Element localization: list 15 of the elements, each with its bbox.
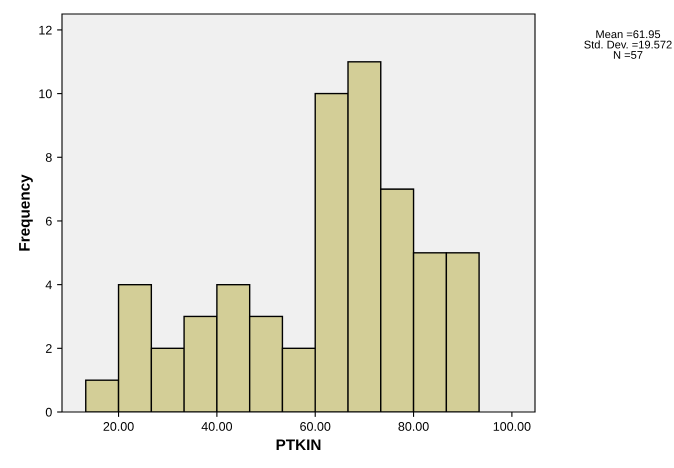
x-tick-label: 60.00 <box>300 422 330 431</box>
x-tick-label: 20.00 <box>104 422 134 431</box>
y-tick-label: 2 <box>46 344 52 353</box>
y-tick-label: 8 <box>46 153 52 162</box>
x-tick-label: 100.00 <box>494 422 531 431</box>
x-tick-label: 40.00 <box>202 422 232 431</box>
text: Mean =61.95 Std. Dev. =19.572 N =57 <box>584 30 672 59</box>
y-axis-title: Frequency <box>19 174 33 251</box>
y-tick-label: 6 <box>46 216 52 226</box>
x-tick-label: 80.00 <box>398 422 429 431</box>
y-tick-label: 0 <box>46 408 52 417</box>
y-tick-label: 4 <box>46 280 52 290</box>
x-axis-title: PTKIN <box>276 439 320 450</box>
y-tick-label: 12 <box>39 26 52 34</box>
y-tick-label: 10 <box>39 89 52 98</box>
